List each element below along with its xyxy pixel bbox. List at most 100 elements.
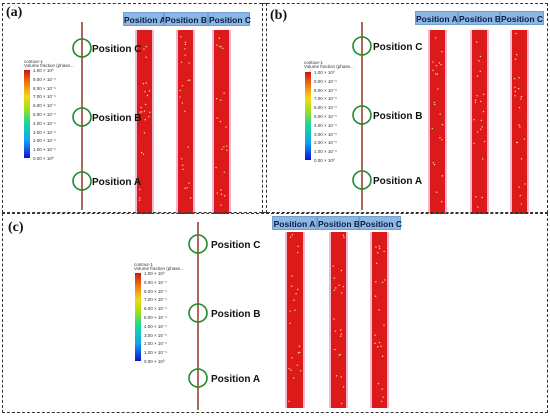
strip-b-position-b-bubble bbox=[475, 196, 477, 198]
strip-a-position-c-bubble bbox=[220, 193, 223, 196]
strip-c-position-a-bubble bbox=[295, 292, 297, 295]
strip-b-position-b-bubble bbox=[481, 126, 483, 128]
strip-c-position-c-bubble bbox=[381, 281, 384, 284]
strip-b-position-a bbox=[430, 30, 445, 214]
marker-b-position-a: Position A bbox=[373, 176, 423, 187]
strip-c-position-c-bubble bbox=[380, 345, 382, 348]
pipe-b-marker-circle bbox=[352, 36, 372, 56]
strip-b-position-a-bubble bbox=[439, 137, 441, 139]
strip-c-position-b-bubble bbox=[340, 402, 343, 405]
strip-a-position-a-bubble bbox=[139, 111, 142, 113]
header-b-position-a: Position A bbox=[415, 11, 458, 25]
strip-a-position-b-bubble bbox=[189, 79, 191, 81]
strip-c-position-c-bubble bbox=[381, 388, 383, 390]
strip-a-position-b-bubble bbox=[182, 168, 184, 171]
colorbar-c-tick-label: 3.00 × 10⁻¹ bbox=[144, 332, 167, 338]
strip-c-position-c-bubble bbox=[378, 309, 380, 311]
strip-b-position-b-bubble bbox=[479, 55, 482, 58]
marker-a-position-a: Position A bbox=[92, 177, 142, 188]
strip-a-position-b-bubble bbox=[184, 54, 186, 56]
colorbar-b-title-2: Volume fraction (phase... bbox=[304, 64, 354, 69]
strip-b-position-a-bubble bbox=[441, 201, 443, 203]
pipe-c-marker-circle bbox=[188, 368, 208, 388]
strip-c-position-a-bubble bbox=[291, 357, 293, 359]
strip-a-position-b-bubble bbox=[184, 48, 186, 50]
strip-a-position-c-bubble bbox=[223, 195, 226, 197]
marker-c-position-a: Position A bbox=[211, 374, 261, 385]
strip-b-position-c-bubble bbox=[518, 186, 520, 188]
strip-b-position-a-bubble bbox=[434, 37, 437, 39]
pipe-b-marker-circle bbox=[352, 170, 372, 190]
colorbar-c-title-2: Volume fraction (phase... bbox=[134, 266, 184, 271]
strip-c-position-c-bubble bbox=[384, 279, 386, 281]
strip-c-position-a-bubble bbox=[298, 345, 301, 347]
marker-a-position-b: Position B bbox=[92, 113, 142, 124]
colorbar-c-tick-label: 8.00 × 10⁻¹ bbox=[144, 288, 167, 294]
strip-b-position-b-bubble bbox=[478, 60, 480, 62]
strip-a-position-a-bubble bbox=[145, 45, 147, 48]
colorbar-a-tick-label: 1.00 × 10⁰ bbox=[33, 68, 54, 73]
strip-a-position-c-bubble bbox=[222, 47, 224, 50]
strip-a-position-c-bubble bbox=[216, 192, 219, 194]
strip-c-position-a-bubble bbox=[290, 369, 292, 372]
strip-a-position-b-bubble bbox=[184, 110, 186, 112]
strip-a-position-b-bubble bbox=[184, 187, 186, 189]
strip-c-position-c-bubble bbox=[381, 355, 384, 357]
strip-c-position-a-bubble bbox=[297, 245, 299, 248]
strip-a-position-a-bubble bbox=[144, 91, 146, 93]
strip-a-position-b-bubble bbox=[187, 146, 189, 148]
strip-a-position-b-bubble bbox=[189, 197, 192, 199]
strip-c-position-b-bubble bbox=[334, 330, 337, 332]
strip-b-position-b-bubble bbox=[483, 140, 486, 143]
strip-b-position-c-bubble bbox=[519, 194, 521, 197]
strip-b-position-b-bubble bbox=[481, 196, 483, 199]
strip-c-position-a-bubble bbox=[297, 251, 299, 254]
strip-b-position-b-bubble bbox=[476, 75, 479, 77]
strip-b-position-a-bubble bbox=[441, 175, 444, 177]
strip-c-position-c-bubble bbox=[374, 295, 377, 297]
strip-b-position-c-bubble bbox=[517, 87, 520, 90]
strip-c-position-c-bubble bbox=[377, 252, 379, 254]
strip-a-position-c-bubble bbox=[223, 171, 225, 173]
marker-c-position-c: Position C bbox=[211, 240, 261, 251]
colorbar-c-tick-label: 0.00 × 10⁰ bbox=[144, 359, 165, 364]
strip-c-position-b-bubble bbox=[333, 277, 336, 279]
colorbar-b bbox=[305, 72, 311, 160]
strip-b-position-c-bubble bbox=[519, 126, 521, 128]
strip-a-position-a-bubble bbox=[143, 48, 145, 50]
strip-b-position-c-bubble bbox=[515, 54, 518, 56]
strip-a-position-b-bubble bbox=[180, 61, 183, 63]
header-a-position-a: Position A bbox=[123, 12, 166, 26]
strip-c-position-c-bubble bbox=[382, 396, 384, 398]
colorbar-a-tick-label: 7.00 × 10⁻¹ bbox=[33, 94, 56, 100]
colorbar-a-title-2: Volume fraction (phase... bbox=[24, 63, 74, 68]
strip-c-position-b-bubble bbox=[340, 329, 342, 331]
strip-a-position-a-bubble bbox=[140, 106, 142, 109]
strip-a-position-a-bubble bbox=[145, 82, 148, 84]
colorbar-c-tick-label: 5.00 × 10⁻¹ bbox=[144, 315, 167, 320]
colorbar-c-tick-label: 1.00 × 10⁻¹ bbox=[144, 350, 167, 356]
strip-c-position-b-bubble bbox=[333, 318, 335, 320]
strip-a-position-a-bubble bbox=[139, 188, 141, 191]
panel-b bbox=[262, 3, 548, 213]
strip-b-position-b bbox=[472, 30, 487, 214]
strip-c-position-a-bubble bbox=[299, 370, 302, 372]
strip-c-position-c-bubble bbox=[377, 382, 380, 385]
colorbar-b-tick-label: 1.00 × 10⁻¹ bbox=[314, 149, 337, 155]
strip-c-position-b-bubble bbox=[341, 292, 343, 294]
colorbar-c-tick-label: 7.00 × 10⁻¹ bbox=[144, 297, 167, 303]
strip-c-position-a bbox=[287, 232, 303, 408]
strip-b-position-a-bubble bbox=[432, 161, 435, 164]
colorbar-b-tick-label: 7.00 × 10⁻¹ bbox=[314, 96, 337, 102]
colorbar-a-title-1: contour-1 bbox=[24, 59, 44, 64]
colorbar-b-tick-label: 6.00 × 10⁻¹ bbox=[314, 105, 337, 111]
strip-a-position-c-bubble bbox=[215, 166, 217, 169]
strip-a-position-a-bubble bbox=[146, 94, 149, 97]
colorbar-c-tick-label: 9.00 × 10⁻¹ bbox=[144, 279, 167, 285]
strip-b-position-b-bubble bbox=[473, 142, 475, 144]
strip-c-position-a-bubble bbox=[297, 352, 300, 354]
colorbar-b-tick-label: 3.00 × 10⁻¹ bbox=[314, 131, 337, 137]
strip-c-position-b-bubble bbox=[338, 284, 340, 286]
strip-c-position-b-bubble bbox=[342, 285, 345, 288]
